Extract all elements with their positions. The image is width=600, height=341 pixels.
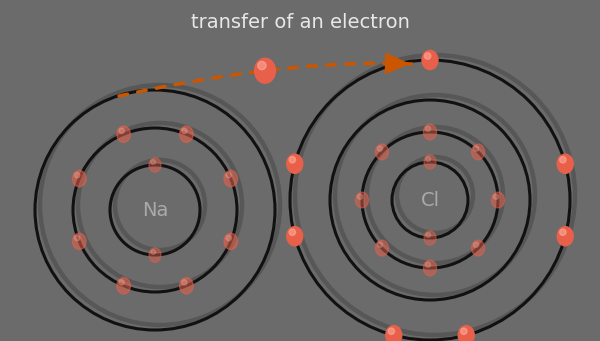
Polygon shape: [385, 53, 409, 73]
Ellipse shape: [426, 157, 431, 161]
Ellipse shape: [358, 194, 362, 199]
Ellipse shape: [73, 233, 86, 250]
Ellipse shape: [119, 280, 124, 285]
Ellipse shape: [424, 53, 431, 59]
Ellipse shape: [473, 146, 479, 151]
Ellipse shape: [289, 229, 296, 235]
Ellipse shape: [179, 126, 193, 143]
Ellipse shape: [117, 278, 130, 294]
Ellipse shape: [388, 328, 395, 335]
Ellipse shape: [426, 233, 431, 237]
Ellipse shape: [74, 173, 80, 178]
Ellipse shape: [376, 240, 388, 256]
Ellipse shape: [73, 170, 86, 187]
Ellipse shape: [376, 144, 388, 160]
Ellipse shape: [424, 155, 436, 169]
Ellipse shape: [493, 194, 499, 199]
Ellipse shape: [151, 160, 155, 164]
Ellipse shape: [287, 227, 303, 246]
Ellipse shape: [422, 50, 438, 70]
Ellipse shape: [424, 231, 436, 245]
Text: Na: Na: [142, 201, 168, 220]
Ellipse shape: [560, 229, 566, 235]
Ellipse shape: [425, 126, 431, 131]
Ellipse shape: [258, 61, 266, 70]
Ellipse shape: [386, 326, 402, 341]
Ellipse shape: [149, 248, 161, 262]
Ellipse shape: [149, 158, 161, 172]
Ellipse shape: [254, 58, 275, 83]
Ellipse shape: [424, 260, 437, 276]
Ellipse shape: [224, 233, 238, 250]
Ellipse shape: [224, 170, 238, 187]
Ellipse shape: [425, 262, 431, 267]
Ellipse shape: [74, 235, 80, 241]
Ellipse shape: [377, 146, 383, 151]
Ellipse shape: [458, 326, 474, 341]
Ellipse shape: [461, 328, 467, 335]
Ellipse shape: [560, 157, 566, 163]
Ellipse shape: [179, 278, 193, 294]
Ellipse shape: [117, 126, 130, 143]
Ellipse shape: [557, 227, 573, 246]
Ellipse shape: [289, 157, 296, 163]
Ellipse shape: [182, 128, 187, 134]
Text: Cl: Cl: [421, 191, 440, 209]
Ellipse shape: [226, 173, 232, 178]
Ellipse shape: [424, 124, 437, 140]
Ellipse shape: [491, 192, 505, 208]
Ellipse shape: [473, 242, 479, 248]
Ellipse shape: [151, 250, 155, 254]
Ellipse shape: [182, 280, 187, 285]
Ellipse shape: [355, 192, 368, 208]
Text: transfer of an electron: transfer of an electron: [191, 13, 409, 31]
Ellipse shape: [377, 242, 383, 248]
Ellipse shape: [472, 240, 485, 256]
Ellipse shape: [119, 128, 124, 134]
Ellipse shape: [226, 235, 232, 241]
Ellipse shape: [287, 154, 303, 173]
Ellipse shape: [557, 154, 573, 173]
Ellipse shape: [472, 144, 485, 160]
